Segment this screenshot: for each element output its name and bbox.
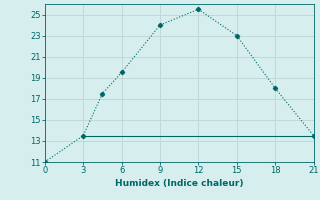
X-axis label: Humidex (Indice chaleur): Humidex (Indice chaleur) <box>115 179 244 188</box>
